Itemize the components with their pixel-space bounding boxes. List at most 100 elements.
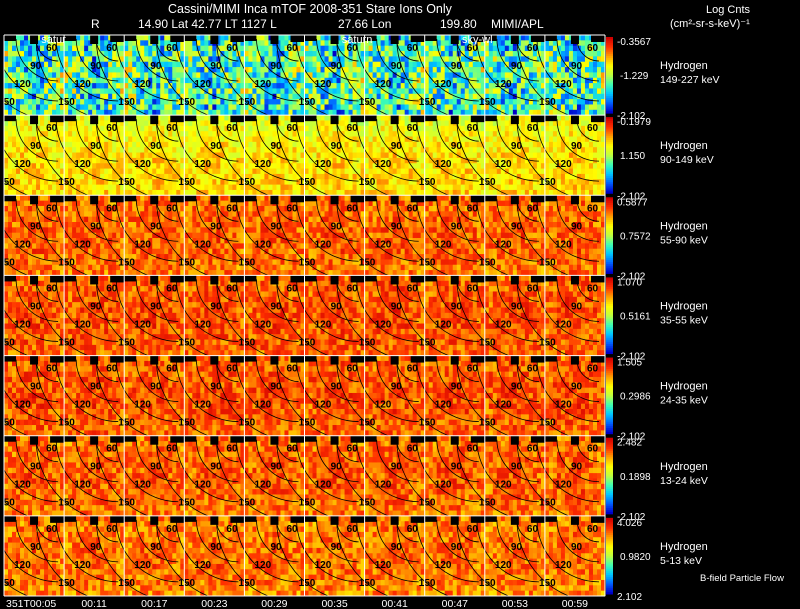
contour-arc — [0, 577, 59, 603]
contour-label: 90 — [571, 221, 583, 232]
contour-arc — [55, 439, 119, 503]
contour-label: 90 — [511, 61, 523, 72]
contour-arc — [376, 199, 419, 242]
heatmap-frame — [424, 355, 486, 437]
contour-label: 150 — [539, 337, 556, 348]
org-label: MIMI/APL — [491, 17, 544, 31]
contour-label: 90 — [210, 542, 222, 553]
contour-label: 150 — [178, 257, 195, 268]
contour-label: 120 — [255, 239, 272, 250]
colorbar — [606, 357, 613, 435]
contour-label: 60 — [226, 524, 238, 535]
contour-arc — [75, 279, 119, 322]
contour-arc — [576, 119, 600, 142]
contour-label: 120 — [435, 319, 452, 330]
contour-arc — [576, 199, 600, 222]
contour-label: 60 — [527, 444, 539, 455]
contour-label: 90 — [331, 221, 343, 232]
frame-label: satur — [41, 34, 66, 46]
contour-label: 90 — [210, 61, 222, 72]
colorbar-min-label: 2.102 — [617, 592, 642, 603]
contour-arc — [556, 439, 600, 483]
contour-arc — [376, 279, 419, 322]
contour-arc — [556, 38, 600, 82]
contour-label: 150 — [299, 578, 316, 589]
contour-arc — [176, 199, 239, 262]
contour-arc — [115, 119, 179, 182]
contour-arc — [115, 38, 179, 102]
contour-label: 120 — [74, 239, 91, 250]
contour-label: 150 — [299, 337, 316, 348]
contour-label: 90 — [331, 542, 343, 553]
heatmap-frame — [544, 195, 606, 276]
contour-label: 150 — [419, 418, 436, 429]
contour-label: 120 — [14, 400, 31, 411]
contour-arc — [75, 439, 119, 483]
contour-label: 120 — [14, 480, 31, 491]
contour-label: 90 — [331, 382, 343, 393]
colorbar-max-label: 2.482 — [617, 438, 642, 449]
contour-label: 90 — [331, 141, 343, 152]
contour-label: 150 — [419, 337, 436, 348]
energy-range-label: 13-24 keV — [660, 475, 708, 487]
colorbar-min-label: -2.102 — [617, 271, 646, 282]
contour-label: 90 — [150, 221, 162, 232]
contour-label: 150 — [118, 578, 135, 589]
contour-label: 120 — [134, 319, 151, 330]
contour-arc — [496, 519, 539, 563]
contour-label: 60 — [467, 123, 479, 134]
contour-arc — [35, 519, 119, 603]
contour-label: 120 — [194, 400, 211, 411]
contour-label: 120 — [74, 480, 91, 491]
contour-arc — [256, 279, 299, 322]
energy-range-label: 24-35 keV — [660, 395, 708, 407]
contour-label: 120 — [315, 319, 332, 330]
contour-label: 90 — [271, 462, 283, 473]
contour-label: 120 — [555, 480, 572, 491]
r-value-readout: 199.80 — [440, 17, 477, 31]
contour-label: 60 — [287, 283, 299, 294]
contour-label: 120 — [555, 159, 572, 170]
contour-label: 150 — [0, 97, 15, 108]
contour-arc — [176, 119, 239, 182]
x-tick-label: 00:17 — [141, 598, 167, 609]
contour-label: 120 — [495, 159, 512, 170]
contour-label: 90 — [210, 221, 222, 232]
contour-arc — [296, 519, 359, 583]
contour-arc — [536, 279, 600, 342]
contour-label: 90 — [30, 462, 42, 473]
contour-arc — [356, 519, 419, 583]
contour-arc — [296, 359, 359, 422]
contour-label: 150 — [359, 418, 376, 429]
contour-label: 120 — [315, 79, 332, 90]
contour-label: 150 — [419, 498, 436, 509]
contour-arc — [496, 38, 539, 82]
contour-label: 90 — [331, 61, 343, 72]
contour-label: 120 — [435, 159, 452, 170]
contour-label: 90 — [150, 462, 162, 473]
energy-range-label: 90-149 keV — [660, 154, 714, 166]
contour-label: 90 — [571, 301, 583, 312]
contour-arc — [556, 119, 600, 162]
colorbar-min-label: -2.102 — [617, 512, 646, 523]
contour-label: 150 — [359, 257, 376, 268]
x-tick-label: 351T00:05 — [6, 598, 56, 609]
x-tick-label: 00:53 — [502, 598, 528, 609]
contour-label: 90 — [30, 221, 42, 232]
contour-label: 60 — [587, 524, 599, 535]
contour-label: 60 — [467, 203, 479, 214]
contour-label: 150 — [0, 418, 15, 429]
contour-arc — [196, 199, 239, 242]
contour-label: 150 — [58, 177, 75, 188]
contour-label: 150 — [239, 418, 256, 429]
contour-label: 60 — [106, 524, 118, 535]
species-label: Hydrogen — [660, 301, 708, 313]
contour-label: 60 — [287, 43, 299, 54]
contour-label: 120 — [14, 319, 31, 330]
contour-label: 60 — [226, 203, 238, 214]
contour-label: 150 — [539, 578, 556, 589]
contour-arc — [536, 439, 600, 503]
contour-label: 90 — [90, 301, 102, 312]
contour-label: 60 — [166, 524, 178, 535]
contour-label: 150 — [539, 97, 556, 108]
